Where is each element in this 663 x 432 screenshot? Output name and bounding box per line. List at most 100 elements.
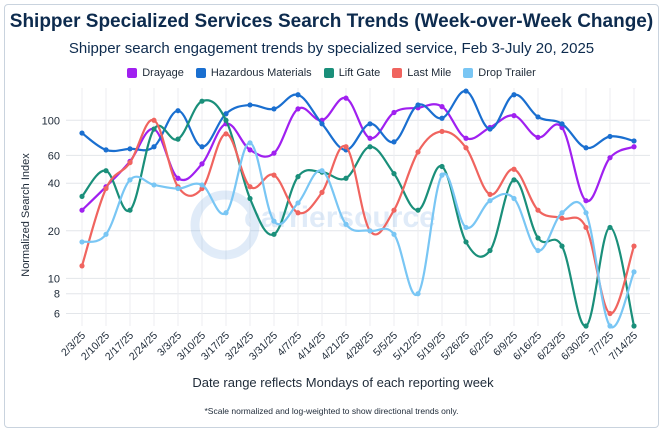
data-point-last-mile bbox=[439, 128, 445, 135]
data-point-last-mile bbox=[79, 263, 85, 269]
data-point-hazardous-materials bbox=[583, 145, 589, 151]
data-point-last-mile bbox=[343, 144, 349, 150]
watermark-text: carriersource bbox=[244, 201, 436, 234]
series-last-mile bbox=[79, 117, 637, 317]
data-point-lift-gate bbox=[271, 231, 277, 237]
data-point-drayage bbox=[463, 135, 469, 141]
data-point-drop-trailer bbox=[127, 177, 133, 183]
y-tick-label: 6 bbox=[54, 308, 60, 320]
data-point-hazardous-materials bbox=[247, 102, 253, 108]
data-point-hazardous-materials bbox=[415, 102, 421, 108]
legend-item-hazardous-materials[interactable]: Hazardous Materials bbox=[195, 67, 312, 79]
data-point-last-mile bbox=[223, 131, 229, 137]
y-tick-label: 8 bbox=[54, 289, 60, 301]
data-point-drop-trailer bbox=[583, 210, 589, 216]
data-point-hazardous-materials bbox=[271, 106, 277, 112]
data-point-drop-trailer bbox=[79, 239, 85, 245]
data-point-lift-gate bbox=[367, 144, 373, 150]
data-point-lift-gate bbox=[415, 207, 421, 213]
data-point-drop-trailer bbox=[175, 185, 181, 192]
chart-title: Shipper Specialized Services Search Tren… bbox=[9, 11, 654, 32]
x-axis-ticks: 2/3/252/10/252/17/252/24/253/3/253/10/25… bbox=[59, 330, 640, 363]
y-tick-label: 20 bbox=[48, 226, 60, 238]
data-point-hazardous-materials bbox=[487, 126, 493, 132]
data-point-drayage bbox=[247, 147, 253, 153]
watermark: carriersource bbox=[190, 190, 436, 260]
data-point-last-mile bbox=[463, 145, 469, 151]
data-point-drop-trailer bbox=[343, 221, 349, 227]
data-point-drayage bbox=[535, 134, 541, 140]
data-point-drayage bbox=[439, 104, 445, 110]
data-point-drop-trailer bbox=[103, 231, 109, 237]
data-point-drayage bbox=[391, 109, 397, 116]
data-point-hazardous-materials bbox=[199, 144, 205, 150]
data-point-drayage bbox=[343, 95, 349, 101]
data-point-lift-gate bbox=[151, 126, 157, 132]
data-point-hazardous-materials bbox=[223, 111, 229, 117]
data-point-drayage bbox=[199, 161, 205, 167]
data-point-hazardous-materials bbox=[319, 121, 325, 127]
data-point-drayage bbox=[295, 106, 301, 112]
chart-subtitle: Shipper search engagement trends by spec… bbox=[68, 40, 595, 57]
data-point-drop-trailer bbox=[439, 172, 445, 178]
data-point-drop-trailer bbox=[535, 247, 541, 254]
chart-legend: Drayage Hazardous Materials Lift Gate Last … bbox=[0, 67, 663, 79]
data-point-last-mile bbox=[271, 172, 277, 178]
data-point-drayage bbox=[631, 144, 637, 150]
data-point-last-mile bbox=[295, 210, 301, 216]
data-point-drop-trailer bbox=[559, 210, 565, 216]
legend-label: Lift Gate bbox=[338, 67, 381, 79]
data-point-drop-trailer bbox=[319, 168, 325, 174]
data-point-hazardous-materials bbox=[511, 92, 517, 98]
data-point-drop-trailer bbox=[295, 200, 301, 206]
data-point-drop-trailer bbox=[631, 269, 637, 275]
data-point-hazardous-materials bbox=[463, 88, 469, 94]
data-point-drayage bbox=[511, 113, 517, 119]
data-point-last-mile bbox=[607, 310, 613, 317]
data-point-lift-gate bbox=[583, 323, 589, 329]
data-point-hazardous-materials bbox=[103, 147, 109, 153]
data-point-drop-trailer bbox=[247, 140, 253, 146]
data-point-lift-gate bbox=[559, 243, 565, 249]
data-point-lift-gate bbox=[535, 235, 541, 241]
data-point-drop-trailer bbox=[367, 228, 373, 234]
data-point-drop-trailer bbox=[223, 210, 229, 216]
data-point-lift-gate bbox=[103, 168, 109, 174]
data-point-drayage bbox=[79, 207, 85, 213]
legend-item-drop-trailer[interactable]: Drop Trailer bbox=[463, 67, 536, 79]
legend-swatch bbox=[463, 68, 474, 78]
legend-item-last-mile[interactable]: Last Mile bbox=[392, 67, 451, 79]
legend-item-lift-gate[interactable]: Lift Gate bbox=[323, 67, 381, 79]
data-point-drayage bbox=[559, 124, 565, 131]
data-point-hazardous-materials bbox=[127, 146, 133, 152]
data-point-last-mile bbox=[487, 191, 493, 197]
data-point-last-mile bbox=[559, 215, 565, 221]
y-tick-label: 100 bbox=[42, 115, 60, 127]
data-point-lift-gate bbox=[463, 239, 469, 245]
y-tick-label: 10 bbox=[48, 273, 60, 285]
data-point-hazardous-materials bbox=[79, 130, 85, 136]
data-point-lift-gate bbox=[343, 175, 349, 181]
y-tick-label: 60 bbox=[48, 150, 60, 162]
data-point-drayage bbox=[583, 198, 589, 204]
data-point-hazardous-materials bbox=[535, 114, 541, 120]
data-point-hazardous-materials bbox=[607, 133, 613, 140]
legend-label: Hazardous Materials bbox=[210, 67, 312, 79]
series-line-last-mile bbox=[80, 119, 636, 315]
data-point-lift-gate bbox=[391, 171, 397, 177]
data-point-drayage bbox=[367, 135, 373, 141]
data-point-drop-trailer bbox=[271, 218, 277, 224]
series-layer bbox=[79, 88, 637, 329]
data-point-lift-gate bbox=[631, 323, 637, 329]
legend-item-drayage[interactable]: Drayage bbox=[127, 67, 184, 79]
data-point-hazardous-materials bbox=[295, 92, 301, 98]
data-point-last-mile bbox=[103, 185, 109, 192]
legend-label: Drop Trailer bbox=[478, 67, 536, 79]
data-point-drayage bbox=[607, 155, 613, 161]
data-point-lift-gate bbox=[295, 174, 301, 180]
x-tick-label: 6/2/25 bbox=[467, 330, 496, 359]
legend-swatch bbox=[323, 68, 334, 78]
data-point-last-mile bbox=[319, 189, 325, 195]
y-axis-ticks: 6 8 10 20 40 60 100 bbox=[42, 115, 60, 320]
data-point-lift-gate bbox=[607, 224, 613, 231]
